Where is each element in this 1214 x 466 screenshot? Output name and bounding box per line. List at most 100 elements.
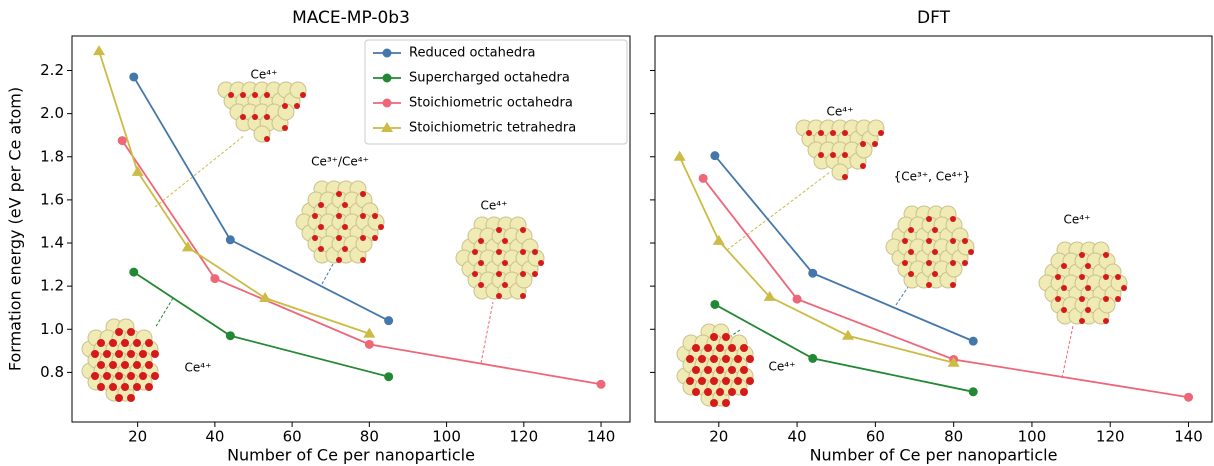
o-atom [1121, 285, 1127, 291]
connector [727, 172, 830, 250]
o-atom [360, 235, 366, 241]
o-atom [692, 388, 700, 396]
marker [793, 295, 802, 304]
marker [713, 235, 725, 245]
o-atom [818, 152, 824, 158]
o-atom [97, 383, 105, 391]
y-tick-label: 1.2 [40, 277, 64, 295]
o-atom [139, 350, 147, 358]
annotation: Ce⁴⁺ [1064, 213, 1091, 227]
o-atom [722, 377, 730, 385]
x-tick-label: 40 [205, 428, 224, 446]
o-atom [472, 271, 478, 277]
o-atom [228, 92, 234, 98]
o-atom [686, 377, 694, 385]
y-tick-label: 1.0 [40, 320, 64, 338]
x-axis-label: Number of Ce per nanoparticle [810, 446, 1058, 465]
o-atom [240, 92, 246, 98]
o-atom [478, 238, 484, 244]
o-atom [264, 136, 270, 142]
o-atom [1115, 296, 1121, 302]
o-atom [372, 213, 378, 219]
nanoparticle [677, 324, 754, 407]
o-atom [478, 260, 484, 266]
o-atom [842, 130, 848, 136]
y-tick-label: 1.8 [40, 147, 64, 165]
annotation: {Ce³⁺, Ce⁴⁺} [894, 170, 971, 184]
o-atom [378, 224, 384, 230]
marker [384, 316, 393, 325]
annotation: Ce⁴⁺ [185, 361, 212, 375]
o-atom [115, 328, 123, 336]
o-atom [145, 361, 153, 369]
o-atom [710, 399, 718, 407]
o-atom [710, 355, 718, 363]
legend-label: Supercharged octahedra [409, 71, 570, 86]
o-atom [336, 257, 342, 263]
o-atom [151, 350, 159, 358]
o-atom [860, 163, 866, 169]
marker [969, 387, 978, 396]
o-atom [520, 227, 526, 233]
o-atom [360, 213, 366, 219]
legend-marker [383, 49, 392, 58]
o-atom [692, 366, 700, 374]
y-tick-label: 2.2 [40, 61, 64, 79]
x-tick-label: 120 [509, 428, 538, 446]
o-atom [716, 388, 724, 396]
x-tick-label: 100 [432, 428, 461, 446]
o-atom [372, 235, 378, 241]
marker [129, 72, 138, 81]
o-atom [496, 249, 502, 255]
marker [808, 354, 817, 363]
o-atom [264, 114, 270, 120]
marker [210, 274, 219, 283]
annotation: Ce⁴⁺ [827, 105, 854, 119]
marker [699, 174, 708, 183]
o-atom [312, 235, 318, 241]
o-atom [342, 224, 348, 230]
x-tick-label: 60 [283, 428, 302, 446]
o-atom [926, 238, 932, 244]
o-atom [336, 191, 342, 197]
o-atom [318, 224, 324, 230]
o-atom [716, 366, 724, 374]
connector [155, 298, 173, 328]
o-atom [127, 350, 135, 358]
o-atom [252, 92, 258, 98]
legend-label: Reduced octahedra [409, 46, 535, 61]
o-atom [932, 271, 938, 277]
o-atom [716, 344, 724, 352]
o-atom [300, 92, 306, 98]
marker [969, 337, 978, 346]
o-atom [704, 388, 712, 396]
o-atom [127, 372, 135, 380]
series-line [134, 272, 389, 377]
o-atom [121, 361, 129, 369]
x-tick-label: 60 [866, 428, 885, 446]
x-tick-label: 140 [587, 428, 616, 446]
marker [182, 241, 194, 251]
annotation: Ce⁴⁺ [481, 199, 508, 213]
o-atom [926, 216, 932, 222]
o-atom [151, 372, 159, 380]
x-tick-label: 40 [788, 428, 807, 446]
o-atom [252, 114, 258, 120]
o-atom [872, 141, 878, 147]
o-atom [842, 174, 848, 180]
o-atom [968, 249, 974, 255]
o-atom [103, 372, 111, 380]
o-atom [1055, 296, 1061, 302]
o-atom [932, 227, 938, 233]
marker [384, 372, 393, 381]
legend-marker [383, 99, 392, 108]
o-atom [360, 191, 366, 197]
x-tick-label: 20 [128, 428, 147, 446]
o-atom [1103, 318, 1109, 324]
connector [155, 135, 245, 207]
marker [226, 235, 235, 244]
o-atom [91, 372, 99, 380]
o-atom [932, 249, 938, 255]
o-atom [109, 383, 117, 391]
connector [1062, 326, 1073, 378]
